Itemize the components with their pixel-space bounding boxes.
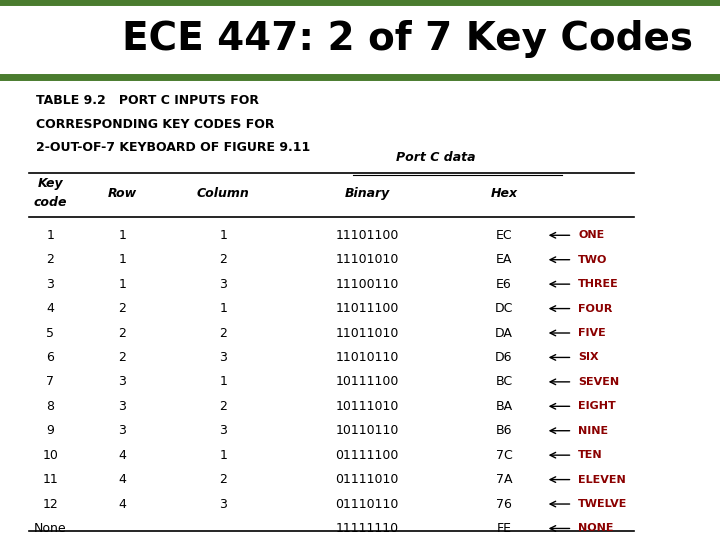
Text: SIX: SIX xyxy=(578,353,599,362)
Text: CORRESPONDING KEY CODES FOR: CORRESPONDING KEY CODES FOR xyxy=(36,118,274,131)
Text: ELEVEN: ELEVEN xyxy=(578,475,626,484)
Text: 7C: 7C xyxy=(495,449,513,462)
Text: 1: 1 xyxy=(119,278,126,291)
Text: 11: 11 xyxy=(42,473,58,486)
Text: 2: 2 xyxy=(119,351,126,364)
Text: 10110110: 10110110 xyxy=(336,424,399,437)
Text: NINE: NINE xyxy=(578,426,608,436)
Text: E6: E6 xyxy=(496,278,512,291)
Text: 1: 1 xyxy=(47,229,54,242)
Text: 10: 10 xyxy=(42,449,58,462)
Text: 01110110: 01110110 xyxy=(336,497,399,510)
Text: 1: 1 xyxy=(220,375,227,388)
Text: Port C data: Port C data xyxy=(396,151,475,164)
Text: BA: BA xyxy=(495,400,513,413)
Text: 12: 12 xyxy=(42,497,58,510)
Text: ECE 447: 2 of 7 Key Codes: ECE 447: 2 of 7 Key Codes xyxy=(122,20,693,58)
Text: 2-OUT-OF-7 KEYBOARD OF FIGURE 9.11: 2-OUT-OF-7 KEYBOARD OF FIGURE 9.11 xyxy=(36,140,310,153)
Text: 2: 2 xyxy=(220,473,227,486)
Text: 2: 2 xyxy=(220,253,227,266)
Text: EIGHT: EIGHT xyxy=(578,401,616,411)
Text: THREE: THREE xyxy=(578,279,619,289)
Text: 4: 4 xyxy=(47,302,54,315)
Text: 4: 4 xyxy=(119,497,126,510)
Text: ONE: ONE xyxy=(578,230,604,240)
Text: 3: 3 xyxy=(220,424,227,437)
Text: 3: 3 xyxy=(119,424,126,437)
Text: B6: B6 xyxy=(496,424,512,437)
Text: FOUR: FOUR xyxy=(578,303,613,314)
Text: 1: 1 xyxy=(119,253,126,266)
Text: 2: 2 xyxy=(220,327,227,340)
Text: code: code xyxy=(34,195,67,208)
Text: 3: 3 xyxy=(47,278,54,291)
Text: DC: DC xyxy=(495,302,513,315)
Text: None: None xyxy=(34,522,67,535)
Text: Binary: Binary xyxy=(345,187,390,200)
Text: 3: 3 xyxy=(220,278,227,291)
Text: 3: 3 xyxy=(220,497,227,510)
Text: 1: 1 xyxy=(119,229,126,242)
Text: Row: Row xyxy=(108,187,137,200)
Text: 10111010: 10111010 xyxy=(336,400,399,413)
Text: 1: 1 xyxy=(220,229,227,242)
Text: 11111110: 11111110 xyxy=(336,522,399,535)
Text: TWELVE: TWELVE xyxy=(578,499,628,509)
Text: FE: FE xyxy=(497,522,511,535)
Text: 11101100: 11101100 xyxy=(336,229,399,242)
Text: 7A: 7A xyxy=(496,473,512,486)
Text: Hex: Hex xyxy=(490,187,518,200)
Text: D6: D6 xyxy=(495,351,513,364)
Text: Key: Key xyxy=(37,177,63,190)
Text: 7: 7 xyxy=(46,375,55,388)
Text: 8: 8 xyxy=(46,400,55,413)
Text: 01111010: 01111010 xyxy=(336,473,399,486)
Text: 01111100: 01111100 xyxy=(336,449,399,462)
Text: TWO: TWO xyxy=(578,255,608,265)
Text: 2: 2 xyxy=(119,302,126,315)
Text: 5: 5 xyxy=(46,327,55,340)
Text: 11100110: 11100110 xyxy=(336,278,399,291)
Text: EC: EC xyxy=(495,229,513,242)
Text: TEN: TEN xyxy=(578,450,603,460)
Text: 3: 3 xyxy=(119,400,126,413)
Text: DA: DA xyxy=(495,327,513,340)
Text: 1: 1 xyxy=(220,449,227,462)
Text: 3: 3 xyxy=(119,375,126,388)
Text: 3: 3 xyxy=(220,351,227,364)
Text: 4: 4 xyxy=(119,449,126,462)
Text: 2: 2 xyxy=(47,253,54,266)
Text: TABLE 9.2   PORT C INPUTS FOR: TABLE 9.2 PORT C INPUTS FOR xyxy=(36,94,259,107)
Text: 11010110: 11010110 xyxy=(336,351,399,364)
Text: 10111100: 10111100 xyxy=(336,375,399,388)
Text: BC: BC xyxy=(495,375,513,388)
Text: 4: 4 xyxy=(119,473,126,486)
Text: SEVEN: SEVEN xyxy=(578,377,619,387)
Text: 76: 76 xyxy=(496,497,512,510)
Text: 2: 2 xyxy=(220,400,227,413)
Text: NONE: NONE xyxy=(578,523,613,534)
Text: 2: 2 xyxy=(119,327,126,340)
Text: EA: EA xyxy=(496,253,512,266)
Text: 11011100: 11011100 xyxy=(336,302,399,315)
Text: 9: 9 xyxy=(47,424,54,437)
Text: 6: 6 xyxy=(47,351,54,364)
Text: 11011010: 11011010 xyxy=(336,327,399,340)
Text: 1: 1 xyxy=(220,302,227,315)
Text: FIVE: FIVE xyxy=(578,328,606,338)
Text: 11101010: 11101010 xyxy=(336,253,399,266)
Text: Column: Column xyxy=(197,187,250,200)
